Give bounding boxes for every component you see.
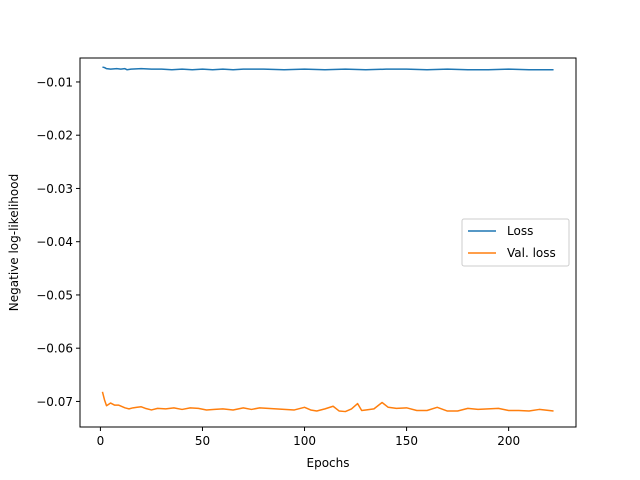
y-tick-label: −0.05 xyxy=(36,288,73,302)
y-tick-label: −0.06 xyxy=(36,342,73,356)
x-tick-label: 50 xyxy=(195,434,210,448)
x-tick-label: 0 xyxy=(97,434,105,448)
series-line-val-loss xyxy=(101,391,554,413)
y-tick-label: −0.07 xyxy=(36,395,73,409)
x-tick-label: 100 xyxy=(293,434,316,448)
y-axis-label: Negative log-likelihood xyxy=(7,174,21,311)
series-layer xyxy=(101,66,554,413)
y-tick-label: −0.03 xyxy=(36,182,73,196)
legend-label-val-loss: Val. loss xyxy=(507,246,556,260)
x-tick-label: 150 xyxy=(395,434,418,448)
y-axis: −0.01 −0.02 −0.03 −0.04 −0.05 −0.06 −0.07 xyxy=(36,75,80,409)
legend: Loss Val. loss xyxy=(461,218,570,267)
plot-area-frame xyxy=(79,57,577,428)
y-tick-label: −0.04 xyxy=(36,235,73,249)
y-tick-label: −0.02 xyxy=(36,129,73,143)
x-tick-label: 200 xyxy=(497,434,520,448)
x-axis-label: Epochs xyxy=(307,456,350,470)
y-tick-label: −0.01 xyxy=(36,75,73,89)
legend-label-loss: Loss xyxy=(507,224,533,238)
series-line-loss xyxy=(102,66,554,71)
x-axis: 0 50 100 150 200 xyxy=(97,427,520,448)
